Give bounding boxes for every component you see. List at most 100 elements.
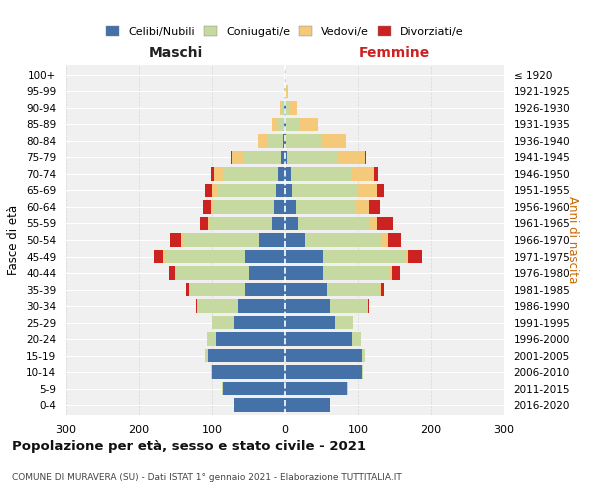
Bar (181, 233, 183, 247)
Y-axis label: Anni di nascita: Anni di nascita (566, 196, 579, 284)
Bar (278, 167, 285, 180)
Bar (245, 250, 285, 264)
Bar (244, 150, 281, 164)
Bar (377, 184, 384, 197)
Bar (248, 266, 285, 280)
Bar (208, 216, 210, 230)
Bar (283, 134, 285, 147)
Bar (285, 382, 347, 396)
Bar (284, 118, 285, 131)
Bar (285, 167, 291, 180)
Bar (285, 68, 286, 82)
Bar (289, 101, 296, 114)
Bar (285, 283, 328, 296)
Bar (170, 233, 181, 247)
Bar (285, 101, 286, 114)
Bar (211, 167, 214, 180)
Bar (267, 134, 283, 147)
Bar (176, 266, 248, 280)
Bar (285, 216, 298, 230)
Bar (305, 233, 382, 247)
Bar (285, 366, 362, 379)
Bar (285, 118, 286, 131)
Bar (272, 216, 285, 230)
Y-axis label: Fasce di età: Fasce di età (7, 205, 20, 275)
Bar (200, 216, 208, 230)
Bar (377, 216, 393, 230)
Bar (281, 150, 285, 164)
Bar (154, 250, 163, 264)
Bar (234, 316, 285, 330)
Bar (285, 250, 323, 264)
Bar (190, 283, 245, 296)
Bar (280, 101, 282, 114)
Bar (356, 184, 377, 197)
Bar (284, 84, 285, 98)
Bar (285, 150, 287, 164)
Bar (258, 134, 267, 147)
Bar (175, 266, 176, 280)
Bar (164, 250, 245, 264)
Bar (238, 300, 285, 313)
Bar (276, 184, 285, 197)
Bar (197, 300, 238, 313)
Bar (186, 283, 190, 296)
Bar (285, 300, 330, 313)
Bar (210, 216, 272, 230)
Bar (369, 200, 380, 214)
Bar (286, 101, 289, 114)
Bar (163, 250, 164, 264)
Bar (335, 316, 353, 330)
Bar (218, 184, 276, 197)
Bar (232, 150, 244, 164)
Bar (211, 366, 212, 379)
Bar (368, 300, 369, 313)
Bar (352, 332, 361, 346)
Bar (231, 150, 232, 164)
Bar (274, 200, 285, 214)
Bar (285, 332, 352, 346)
Bar (223, 382, 285, 396)
Bar (286, 84, 288, 98)
Text: Maschi: Maschi (148, 46, 203, 60)
Bar (362, 366, 363, 379)
Bar (291, 167, 350, 180)
Bar (347, 382, 348, 396)
Bar (245, 283, 285, 296)
Bar (285, 84, 286, 98)
Bar (287, 150, 337, 164)
Bar (350, 167, 374, 180)
Bar (337, 150, 365, 164)
Bar (211, 200, 214, 214)
Bar (409, 250, 422, 264)
Bar (323, 266, 390, 280)
Bar (205, 184, 212, 197)
Bar (285, 398, 330, 412)
Bar (169, 266, 175, 280)
Bar (234, 398, 285, 412)
Bar (374, 167, 378, 180)
Bar (284, 101, 285, 114)
Text: Popolazione per età, sesso e stato civile - 2021: Popolazione per età, sesso e stato civil… (12, 440, 366, 453)
Bar (215, 332, 285, 346)
Bar (356, 200, 369, 214)
Text: COMUNE DI MURAVERA (SU) - Dati ISTAT 1° gennaio 2021 - Elaborazione TUTTITALIA.I: COMUNE DI MURAVERA (SU) - Dati ISTAT 1° … (12, 473, 402, 482)
Bar (388, 233, 401, 247)
Bar (285, 134, 286, 147)
Bar (208, 349, 285, 362)
Bar (285, 266, 323, 280)
Bar (285, 200, 296, 214)
Bar (205, 349, 208, 362)
Bar (370, 216, 377, 230)
Bar (330, 300, 368, 313)
Bar (390, 266, 392, 280)
Bar (222, 382, 223, 396)
Bar (323, 250, 405, 264)
Bar (183, 233, 259, 247)
Bar (285, 233, 305, 247)
Bar (382, 233, 388, 247)
Bar (380, 283, 383, 296)
Bar (296, 200, 356, 214)
Bar (214, 200, 274, 214)
Bar (292, 184, 356, 197)
